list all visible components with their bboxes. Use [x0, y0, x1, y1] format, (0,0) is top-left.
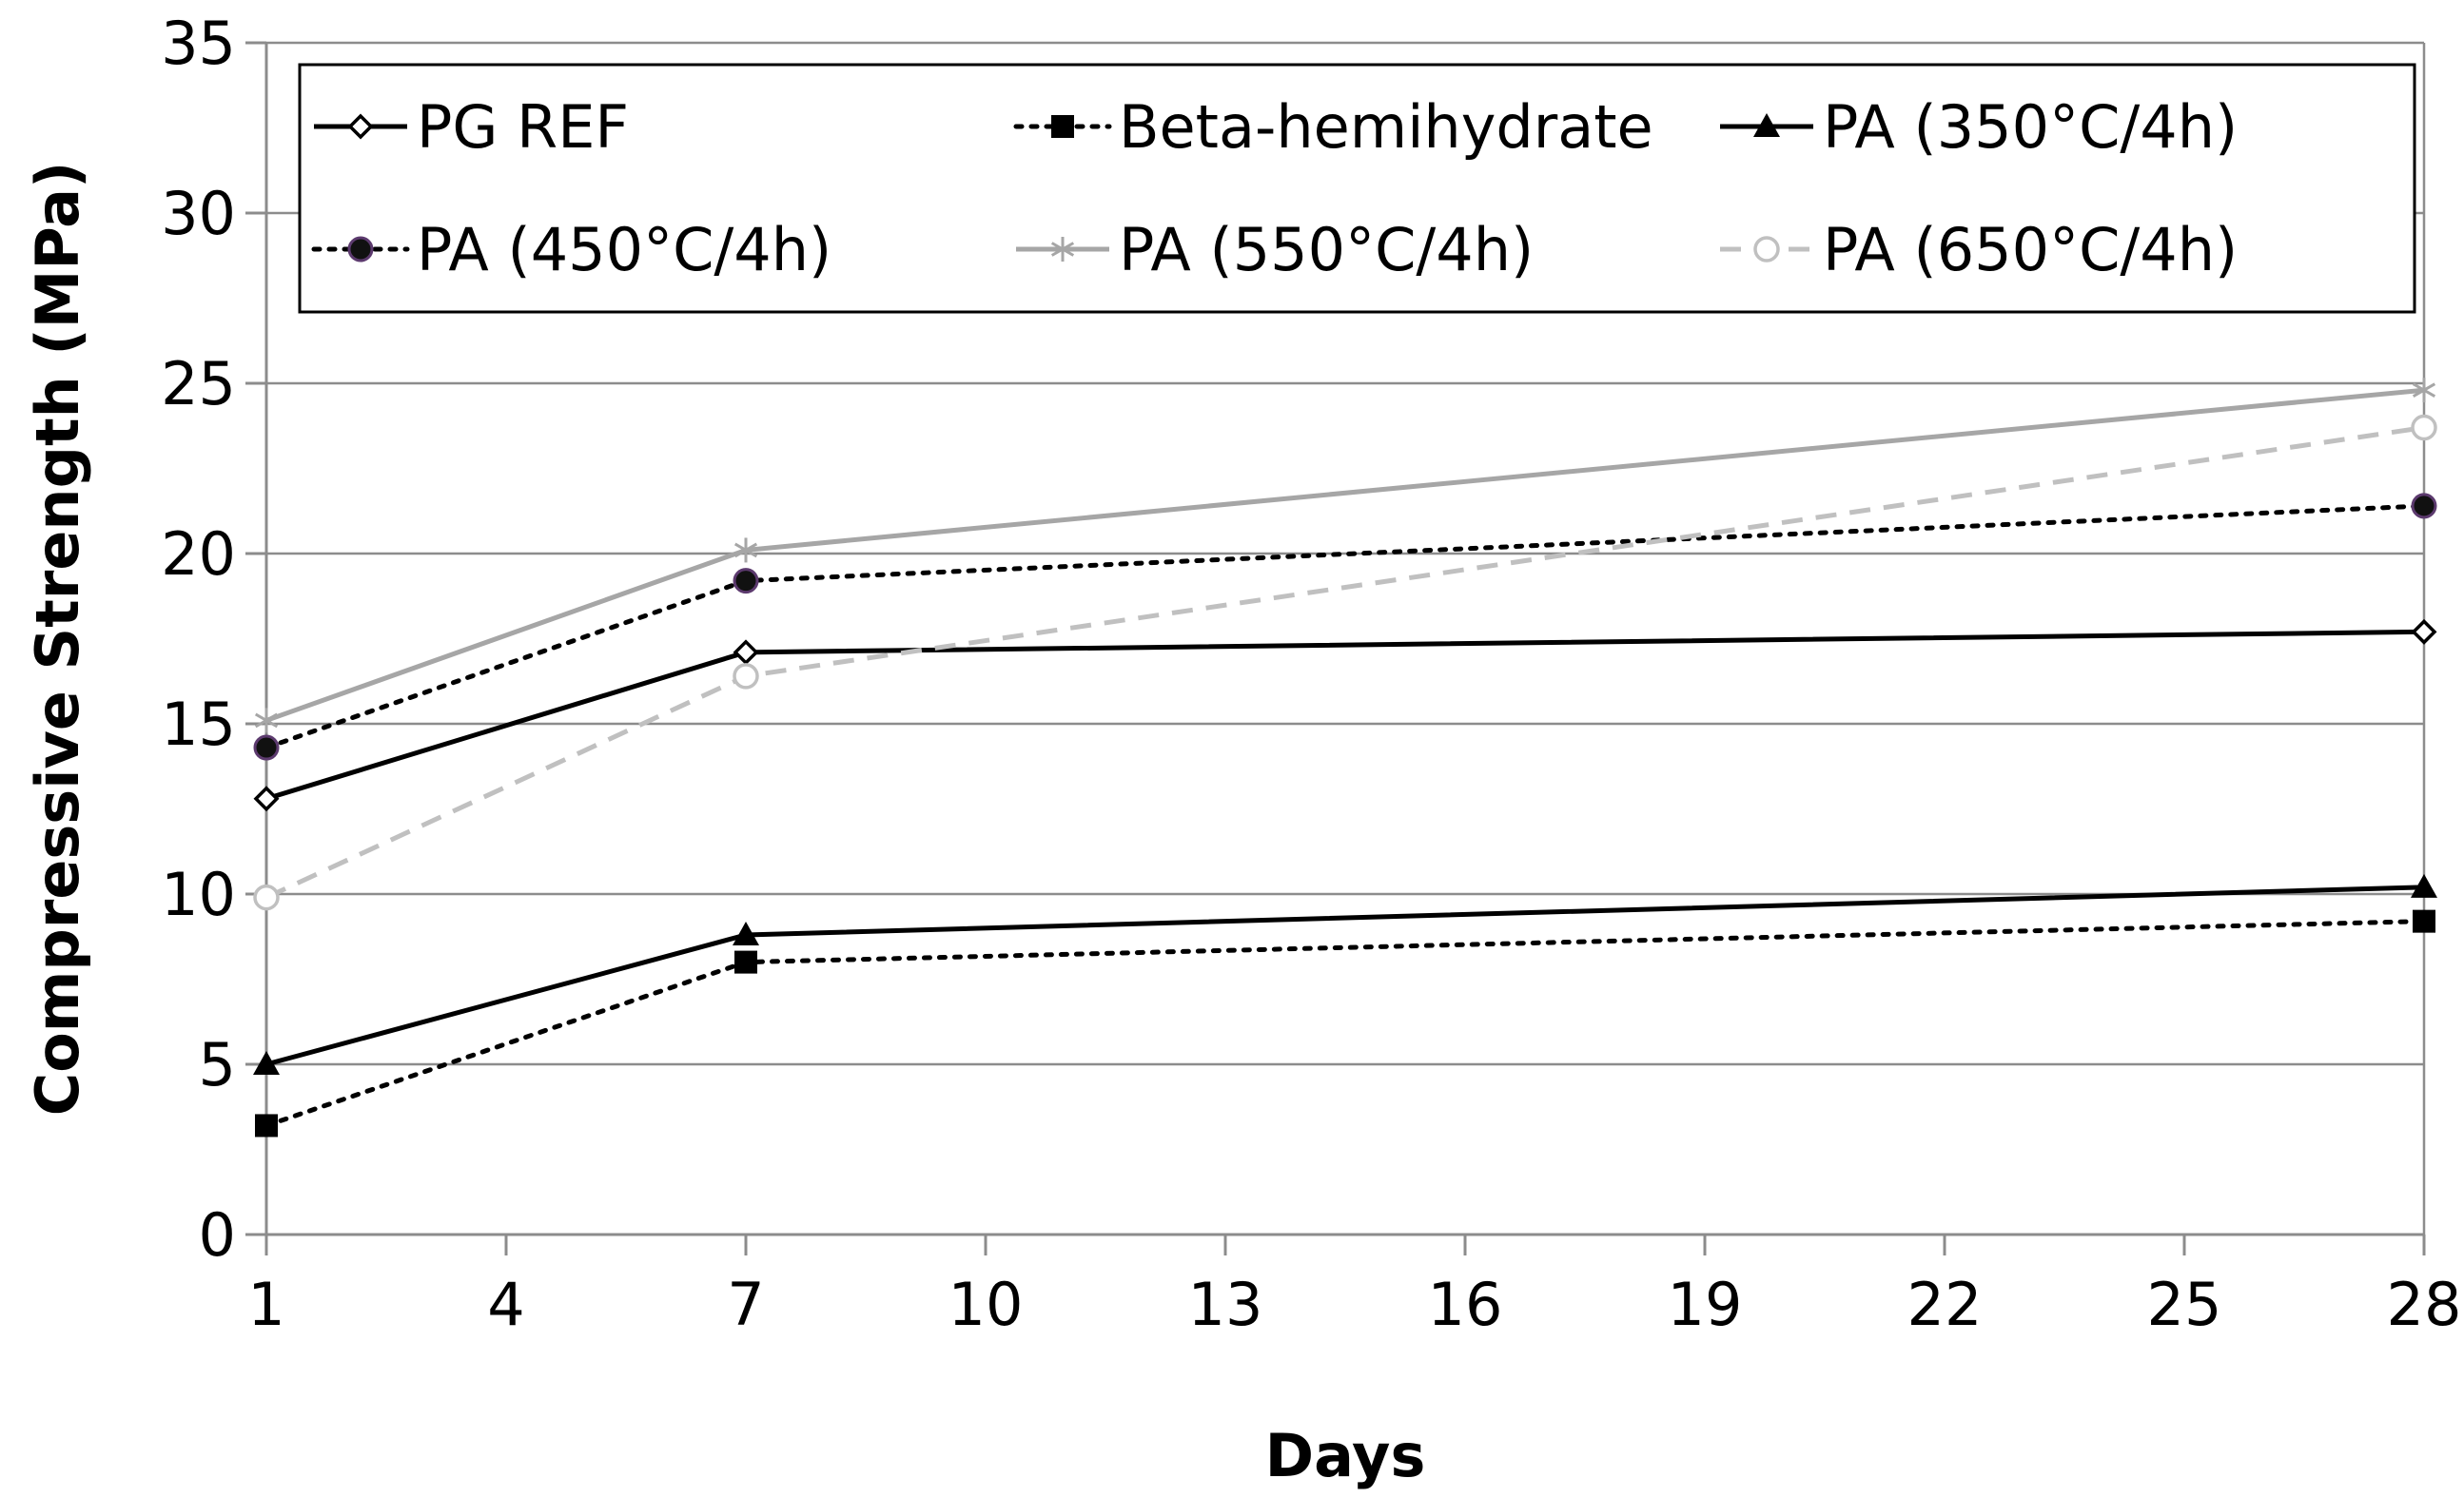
series-line — [264, 503, 2427, 750]
legend-box — [298, 63, 2416, 314]
legend-label: PA (450°C/4h) — [417, 215, 831, 284]
axes: 0 5 10 15 20 25 30 35 1 4 7 10 13 16 19 22 25 28 Days Compr… — [23, 9, 2461, 1490]
x-tick-label: 19 — [1668, 1270, 1743, 1339]
series-group — [253, 378, 2437, 1138]
data-point — [2412, 378, 2436, 403]
series-line — [264, 425, 2425, 900]
y-tick-label: 30 — [161, 179, 236, 248]
y-tick-label: 0 — [199, 1200, 236, 1270]
data-point — [254, 708, 279, 733]
x-tick-label: 10 — [948, 1270, 1024, 1339]
y-tick-label: 15 — [161, 690, 236, 759]
legend-item: Beta-hemihydrate — [1013, 92, 1653, 162]
data-point — [734, 950, 757, 974]
legend-swatch-marker — [1753, 113, 1780, 137]
series-line — [265, 387, 2425, 723]
legend-item: PA (450°C/4h) — [311, 215, 831, 284]
data-point — [253, 734, 280, 761]
y-tick-label: 35 — [161, 9, 236, 78]
data-point — [2411, 493, 2437, 519]
x-axis-title: Days — [1265, 1421, 1426, 1490]
x-tick-label: 13 — [1188, 1270, 1263, 1339]
series-4 — [254, 378, 2436, 733]
data-point — [253, 786, 280, 812]
y-tick-label: 25 — [161, 349, 236, 418]
y-axis-title: Compressive Strength (MPa) — [23, 162, 92, 1117]
data-point — [2413, 909, 2435, 933]
data-point — [733, 639, 759, 666]
x-tick-label: 4 — [487, 1270, 524, 1339]
data-point — [255, 1114, 278, 1138]
legend-label: PG REF — [417, 92, 629, 162]
legend-swatch-marker — [1050, 237, 1075, 262]
data-point — [253, 884, 280, 911]
legend-label: PA (350°C/4h) — [1823, 92, 2238, 162]
data-point — [733, 568, 759, 594]
legend-label: PA (550°C/4h) — [1119, 215, 1534, 284]
series-line — [265, 885, 2425, 1067]
x-tick-label: 7 — [727, 1270, 764, 1339]
data-point — [733, 921, 759, 945]
data-point — [2411, 414, 2437, 441]
legend-item: PA (650°C/4h) — [1720, 215, 2238, 284]
data-point — [253, 1051, 280, 1075]
x-tick-label: 22 — [1907, 1270, 1983, 1339]
data-point — [2411, 873, 2437, 898]
x-tick-label: 25 — [2147, 1270, 2222, 1339]
data-point — [2411, 618, 2437, 645]
data-point — [733, 537, 758, 563]
x-tick-label: 28 — [2387, 1270, 2462, 1339]
legend-label: PA (650°C/4h) — [1823, 215, 2238, 284]
series-1 — [255, 909, 2435, 1138]
legend-item: PG REF — [314, 92, 629, 162]
y-tick-label: 10 — [161, 860, 236, 929]
x-tick-label: 1 — [247, 1270, 284, 1339]
legend-swatch-marker — [347, 236, 374, 263]
series-3 — [253, 493, 2437, 761]
legend-item: PA (350°C/4h) — [1720, 92, 2238, 162]
y-tick-label: 5 — [199, 1030, 236, 1099]
series-5 — [253, 414, 2437, 911]
legend-item: PA (550°C/4h) — [1016, 215, 1534, 284]
x-tick-label: 16 — [1428, 1270, 1503, 1339]
legend-swatch-marker — [1753, 236, 1780, 263]
legend: PG REF Beta-hemihydrate PA (350°C/4h) PA (4… — [298, 63, 2416, 314]
legend-swatch-marker — [1051, 115, 1074, 138]
series-0 — [253, 618, 2437, 812]
series-2 — [253, 873, 2437, 1075]
series-line — [265, 629, 2425, 802]
legend-swatch-marker — [347, 113, 374, 140]
y-tick-label: 20 — [161, 519, 236, 589]
series-line — [264, 919, 2427, 1128]
data-point — [733, 663, 759, 690]
legend-label: Beta-hemihydrate — [1119, 92, 1653, 162]
